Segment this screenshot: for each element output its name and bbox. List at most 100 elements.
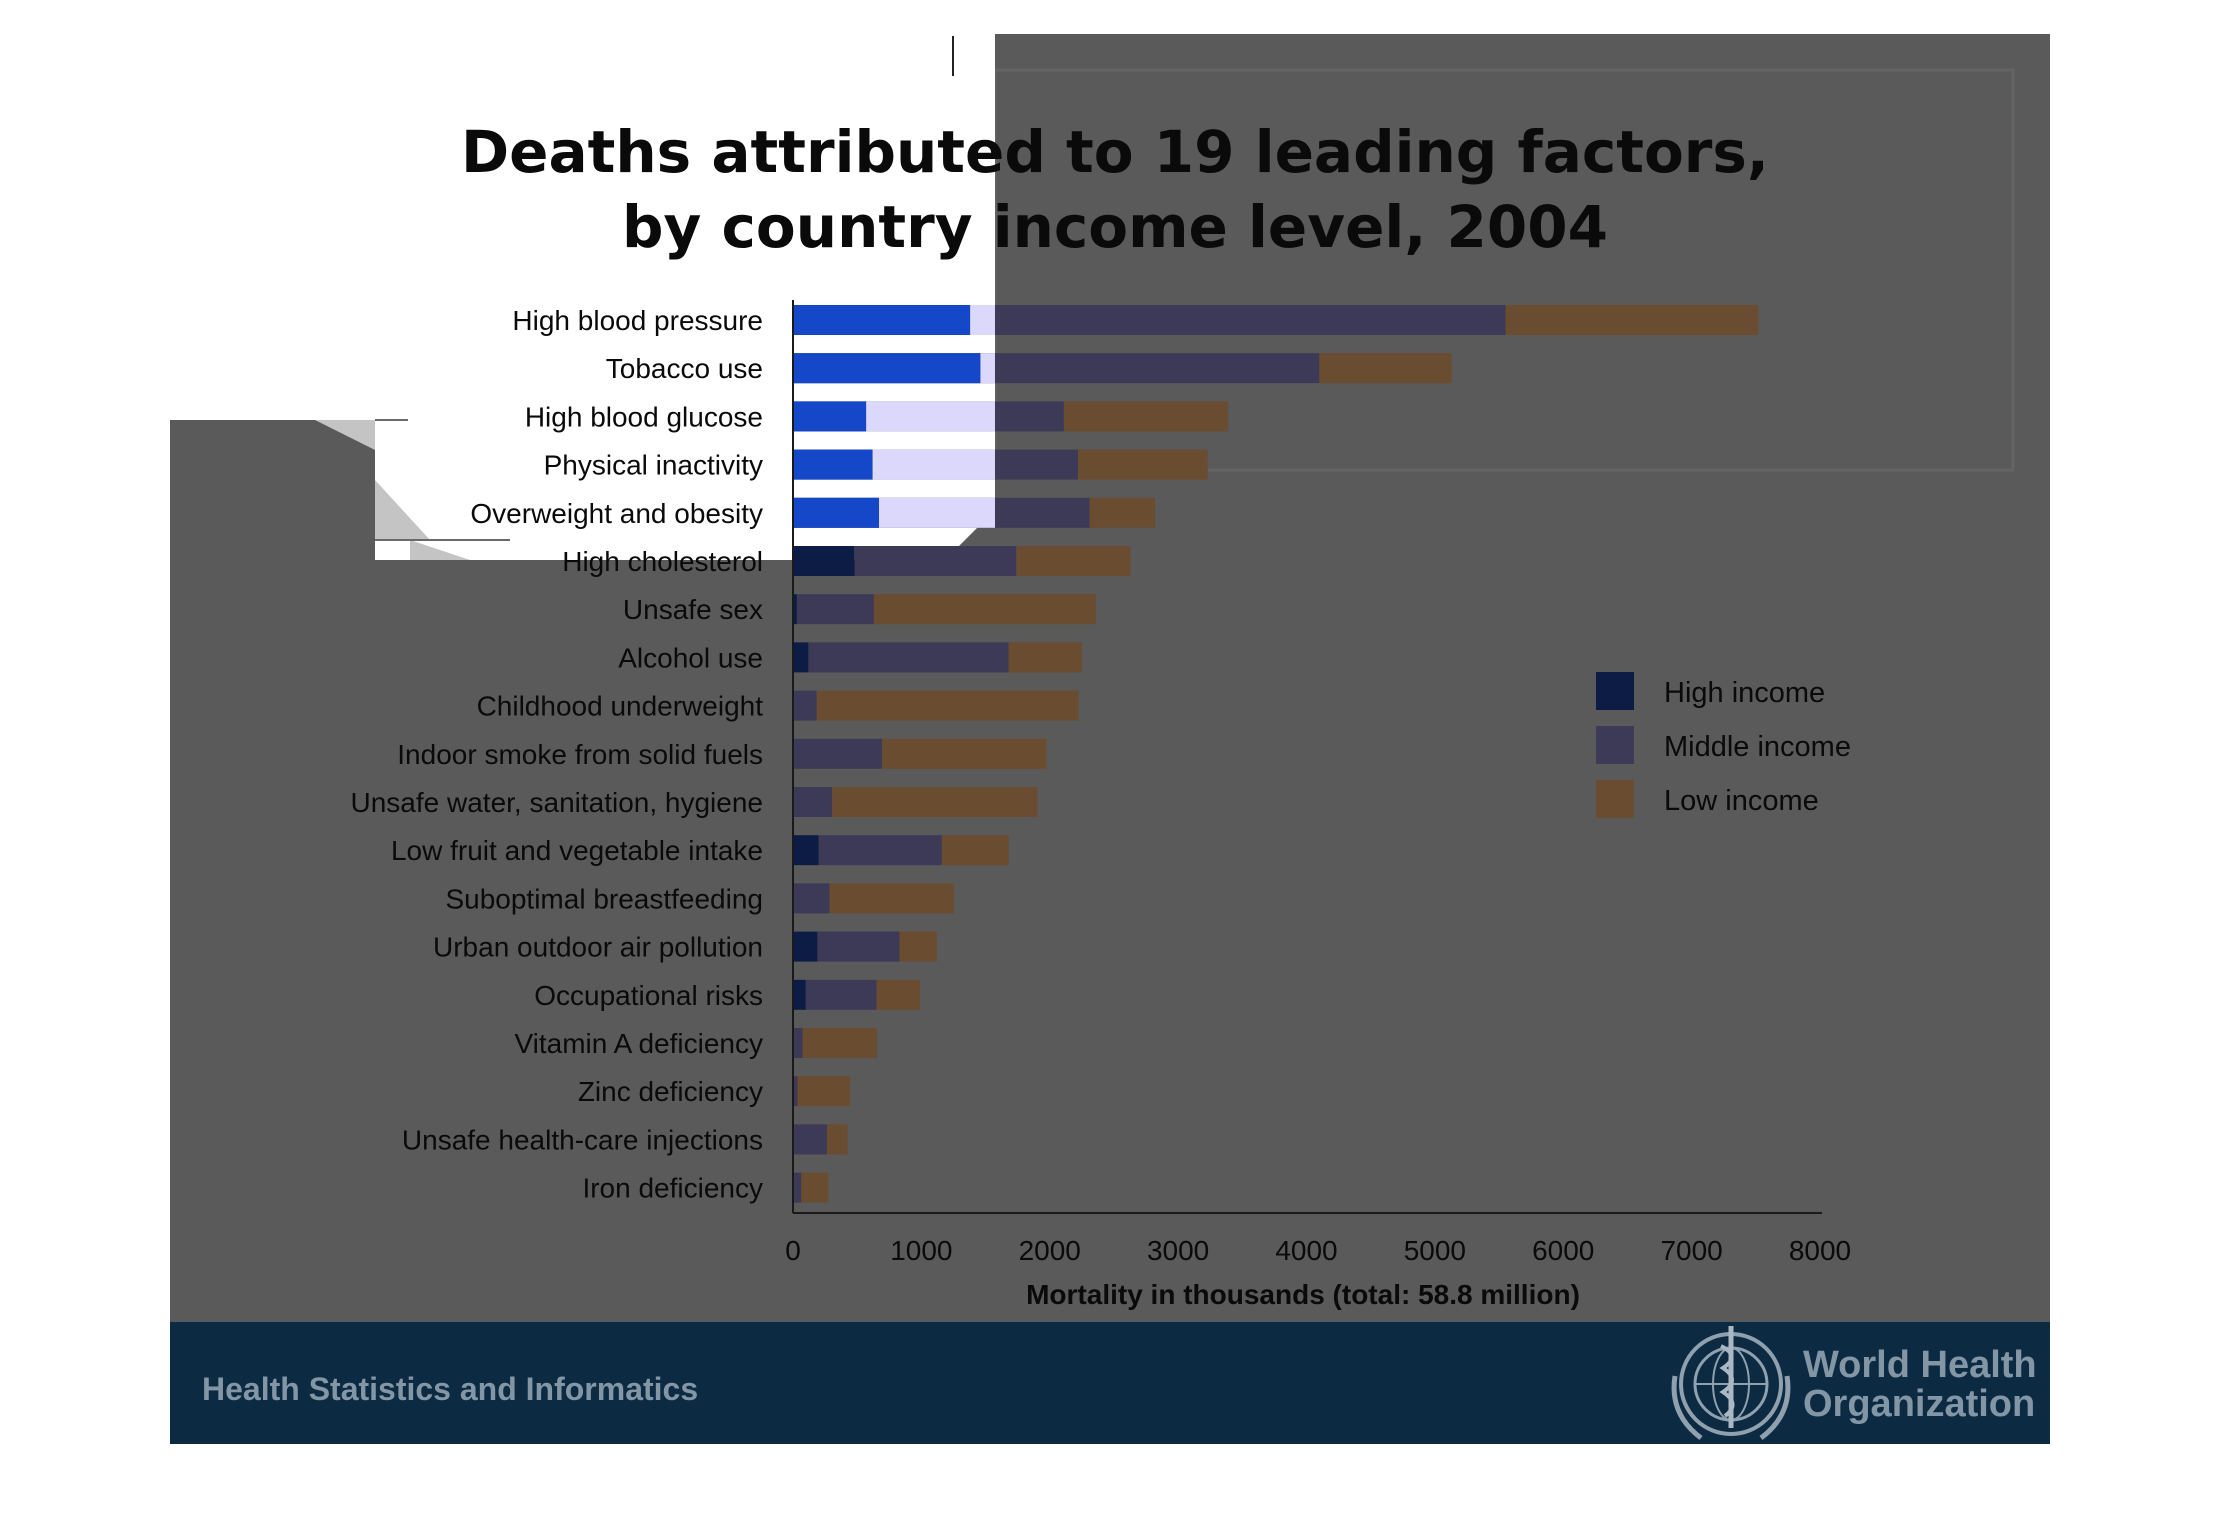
footer-org-name-line2: Organization (1803, 1383, 2035, 1425)
bar-segment-middle-income (817, 931, 900, 962)
who-emblem-icon (1671, 1326, 1791, 1440)
bar-segment-low-income (899, 931, 937, 962)
bar-segment-highlight (872, 449, 995, 480)
bar-segment-middle-income (793, 787, 833, 817)
category-label: High blood pressure (512, 305, 763, 336)
category-label: Childhood underweight (477, 691, 764, 722)
bar-segment-middle-income (793, 883, 830, 914)
x-tick-label: 2000 (1019, 1235, 1081, 1266)
bar-segment-highlight (793, 401, 867, 432)
bar-segment-low-income (816, 690, 1079, 721)
bar-segment-high-income (793, 594, 797, 625)
chart-title-line-2: by country income level, 2004 (622, 193, 1608, 261)
x-tick-label: 1000 (890, 1235, 952, 1266)
legend-label: Low income (1664, 785, 1819, 817)
x-axis-title: Mortality in thousands (total: 58.8 mill… (1026, 1279, 1580, 1310)
bar-segment-highlight (879, 497, 995, 528)
chart-title-line-1: Deaths attributed to 19 leading factors, (461, 118, 1769, 186)
category-label: Unsafe water, sanitation, hygiene (351, 787, 763, 818)
bar-segment-highlight (793, 305, 971, 335)
bar-segment-middle-income (793, 1076, 798, 1107)
bar-segment-low-income (801, 1172, 829, 1203)
category-label: Low fruit and vegetable intake (391, 835, 763, 866)
category-labels: High blood pressure Tobacco use High blood… (351, 305, 764, 1204)
category-label: Urban outdoor air pollution (433, 932, 763, 963)
bar-segment-high-income (793, 642, 809, 673)
white-reveal-region (170, 34, 995, 560)
category-label: Occupational risks (534, 980, 763, 1011)
bar-segment-high-income (793, 546, 855, 576)
category-label: Suboptimal breastfeeding (445, 883, 763, 914)
bar-segment-middle-income (970, 305, 1506, 335)
bar-segment-low-income (1089, 497, 1156, 528)
bar-segment-high-income (793, 835, 819, 866)
bar-segment-highlight (980, 353, 995, 384)
category-label: Indoor smoke from solid fuels (397, 739, 763, 770)
bar-segment-low-income (1319, 353, 1452, 384)
bar-segment-middle-income (793, 738, 883, 769)
bar-segment-highlight (793, 497, 880, 528)
bar-segment-low-income (829, 883, 955, 914)
bar-segment-highlight (793, 449, 873, 480)
bar-segment-highlight (793, 353, 981, 384)
legend-swatch-middle-income (1596, 726, 1634, 764)
bar-segment-middle-income (796, 594, 874, 625)
bar-segment-low-income (1063, 401, 1229, 432)
category-label: Alcohol use (618, 642, 763, 673)
category-label: Unsafe health-care injections (402, 1124, 763, 1155)
legend-swatch-high-income (1596, 672, 1634, 710)
bar-segment-middle-income (793, 690, 817, 721)
bar-segment-low-income (832, 787, 1038, 817)
bar-segment-middle-income (793, 1028, 803, 1058)
category-label: Physical inactivity (544, 450, 763, 481)
category-label: High blood glucose (525, 401, 763, 432)
category-label: Vitamin A deficiency (514, 1028, 763, 1059)
category-label: Zinc deficiency (578, 1076, 763, 1107)
bar-segment-low-income (873, 594, 1096, 625)
footer-org-name-line1: World Health (1803, 1344, 2037, 1386)
category-label: Overweight and obesity (470, 498, 763, 529)
bar-segment-highlight (866, 401, 995, 432)
bar-segment-middle-income (793, 1124, 828, 1155)
bar-group (793, 305, 1759, 1203)
bar-segment-low-income (1008, 642, 1082, 673)
footer-left-text: Health Statistics and Informatics (202, 1371, 698, 1407)
x-tick-label: 3000 (1147, 1235, 1209, 1266)
category-label: High cholesterol (562, 546, 763, 577)
bar-segment-middle-income (808, 642, 1009, 673)
left-margin-gray (170, 420, 375, 560)
x-tick-label: 4000 (1275, 1235, 1337, 1266)
bar-segment-high-income (793, 979, 806, 1010)
category-label: Unsafe sex (623, 594, 763, 625)
bar-segment-low-income (797, 1076, 851, 1107)
bar-segment-low-income (802, 1028, 878, 1058)
bar-segment-low-income (1505, 305, 1759, 335)
x-tick-label: 8000 (1789, 1235, 1851, 1266)
triangle-shadow-2 (375, 480, 430, 540)
x-tick-label: 7000 (1660, 1235, 1722, 1266)
category-label: Iron deficiency (582, 1173, 763, 1204)
x-axis: 0 1000 2000 3000 4000 5000 6000 7000 8000 (785, 300, 1851, 1266)
bar-segment-low-income (1016, 546, 1131, 576)
bar-segment-high-income (793, 931, 818, 962)
legend-label: High income (1664, 677, 1825, 709)
bar-segment-middle-income (793, 1172, 802, 1203)
legend-label: Middle income (1664, 731, 1851, 763)
bar-segment-low-income (941, 835, 1009, 866)
bar-segment-middle-income (818, 835, 942, 866)
x-tick-label: 5000 (1404, 1235, 1466, 1266)
triangle-shadow-1 (315, 420, 375, 450)
bar-segment-low-income (827, 1124, 848, 1155)
x-tick-label: 0 (785, 1235, 801, 1266)
triangle-shadow-3 (410, 540, 470, 560)
legend-swatch-low-income (1596, 780, 1634, 818)
bar-segment-low-income (876, 979, 921, 1010)
legend: High income Middle income Low income (1596, 672, 1851, 818)
bar-segment-middle-income (805, 979, 877, 1010)
bar-segment-low-income (1077, 449, 1208, 480)
bar-segment-middle-income (980, 353, 1320, 384)
bar-segment-middle-income (854, 546, 1017, 576)
x-tick-label: 6000 (1532, 1235, 1594, 1266)
bar-segment-highlight (970, 305, 995, 335)
